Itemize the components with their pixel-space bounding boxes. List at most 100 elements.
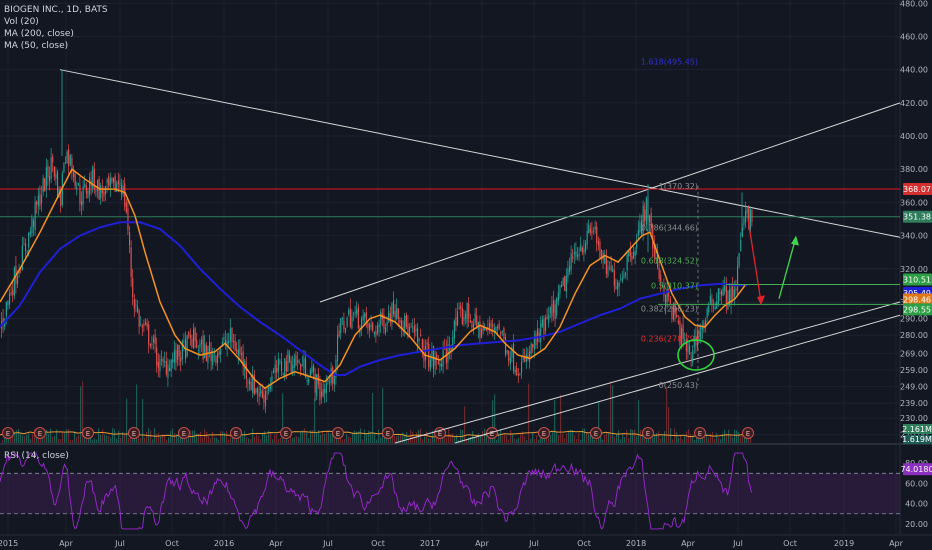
volume-bar [728, 429, 730, 443]
down-arrow-line [747, 218, 762, 303]
candle-body [180, 357, 182, 362]
x-tick-11: Oct [577, 539, 591, 548]
candle-body [201, 339, 203, 345]
candle-body [681, 327, 683, 346]
candle-body [471, 320, 473, 328]
rsi-legend[interactable]: RSI (14, close) [4, 451, 69, 461]
volume-bar [374, 432, 376, 443]
candle-body [173, 350, 175, 363]
candle-body [522, 357, 524, 360]
candle-body [676, 314, 678, 317]
candle-body [212, 354, 214, 366]
volume-bar [26, 434, 28, 443]
volume-bar [18, 428, 20, 443]
volume-bar [494, 394, 496, 443]
ma200-legend[interactable]: MA (200, close) [4, 29, 74, 39]
candle-body [260, 388, 262, 394]
candle-body [405, 315, 407, 327]
volume-bar [316, 432, 318, 443]
volume-bar [158, 432, 160, 443]
volume-bar [322, 430, 324, 443]
candle-body [100, 185, 102, 199]
candle-body [727, 290, 729, 310]
volume-bar [646, 438, 648, 443]
candle-body [721, 290, 723, 296]
volume-bar [308, 438, 310, 443]
earnings-marker-9 [434, 427, 446, 439]
volume-bar [576, 439, 578, 443]
current-high-tag: 351.38 [903, 213, 931, 222]
rsi-band [0, 473, 900, 514]
candle-body [314, 373, 316, 393]
volume-bar [116, 438, 118, 443]
candle-body [2, 318, 4, 325]
candle-body [597, 241, 599, 246]
earnings-label-13: E [646, 430, 650, 438]
volume-bar [472, 430, 474, 443]
candle-body [297, 360, 299, 362]
volume-bar [466, 439, 468, 443]
y-tick-3: 420.00 [900, 99, 928, 108]
candle-body [125, 202, 127, 213]
volume-bar [70, 439, 72, 443]
volume-bar [714, 438, 716, 443]
candle-body [362, 314, 364, 321]
candle-body [743, 218, 745, 225]
y-tick-13: 259.00 [900, 366, 928, 375]
x-tick-1: Apr [59, 539, 74, 548]
vol-tag-b-bg [903, 435, 932, 444]
candle-body [117, 180, 119, 185]
earnings-label-1: E [38, 430, 42, 438]
volume-bar [396, 436, 398, 443]
candle-body [156, 347, 158, 366]
annotations [677, 218, 799, 371]
ma200-line [0, 221, 747, 376]
candle-body [357, 306, 359, 329]
volume-bar [334, 438, 336, 443]
candle-body [378, 324, 380, 328]
symbol-title[interactable]: BIOGEN INC., 1D, BATS [4, 5, 108, 15]
candle-body [725, 286, 727, 306]
candle-body [121, 184, 123, 194]
volume-bar [54, 436, 56, 443]
volume-bar [514, 438, 516, 443]
candle-body [490, 323, 492, 326]
candle-body [698, 331, 700, 337]
volume-bar [80, 386, 82, 443]
candle-body [329, 382, 331, 384]
volume-bar [710, 433, 712, 443]
volume-bar [706, 433, 708, 443]
candle-body [316, 374, 318, 397]
candle-body [679, 320, 681, 345]
resistance-tag-bg [903, 183, 932, 196]
candle-body [140, 323, 142, 325]
candle-body [103, 191, 105, 197]
volume-bar [484, 428, 486, 443]
candle-body [653, 244, 655, 257]
x-tick-16: 2019 [834, 539, 854, 548]
candle-body [383, 315, 385, 330]
volume-bar [662, 435, 664, 443]
volume-bar [112, 428, 114, 443]
candle-body [63, 163, 65, 173]
volume-bar [4, 437, 6, 443]
volume-bar [672, 439, 674, 443]
volume-bar [22, 435, 24, 443]
candle-body [425, 345, 427, 361]
volume-bar [142, 398, 144, 443]
volume-bar [294, 437, 296, 443]
candle-body [484, 326, 486, 331]
ma50-legend[interactable]: MA (50, close) [4, 41, 69, 51]
volume-bar [630, 428, 632, 443]
candle-body [657, 251, 659, 268]
candle-body [41, 195, 43, 204]
volume-bar [324, 434, 326, 443]
earnings-marker-14 [694, 427, 706, 439]
volume-bar [286, 435, 288, 443]
volume-bar [476, 435, 478, 443]
volume-bar [628, 437, 630, 443]
volume-bar [612, 385, 614, 443]
volume-bar [132, 439, 134, 443]
vol-legend[interactable]: Vol (20) [4, 17, 39, 27]
